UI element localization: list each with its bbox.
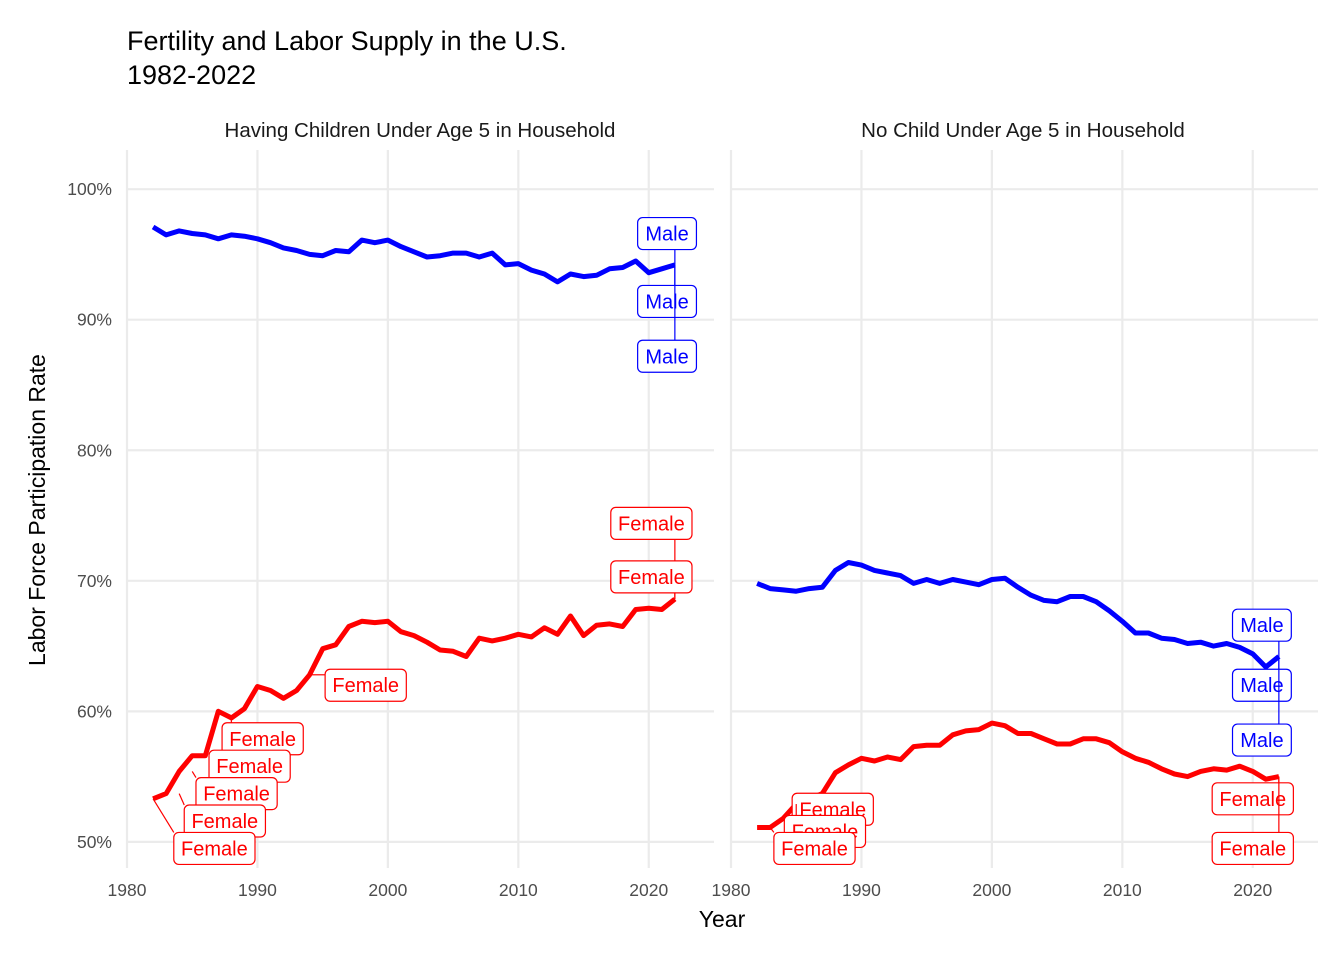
- label-box: [610, 560, 693, 594]
- panel-left: Male Male Male Female Female Female Female Fema…: [125, 150, 714, 868]
- series-label-female: Female: [309, 668, 407, 702]
- label-text: Female: [332, 675, 399, 697]
- label-box: [1211, 831, 1294, 866]
- series-label-female: Female: [152, 798, 256, 866]
- label-text: Female: [229, 729, 296, 751]
- label-text: Male: [1240, 730, 1283, 752]
- x-axis-title: Year: [699, 906, 746, 932]
- x-tick-label: 1980: [712, 880, 751, 900]
- y-axis-title: Labor Force Participation Rate: [24, 354, 50, 666]
- series-line-female: [757, 720, 1280, 830]
- y-tick-label: 80%: [77, 440, 112, 460]
- x-tick-label: 1990: [842, 880, 881, 900]
- series-line-male: [151, 224, 676, 285]
- series-label-female: Female: [208, 749, 291, 783]
- series-label-female: Female: [178, 793, 267, 838]
- label-text: Male: [1240, 615, 1283, 637]
- label-text: Male: [645, 291, 688, 313]
- label-text: Female: [1219, 789, 1286, 811]
- label-text: Female: [181, 838, 248, 860]
- series-label-female: Female: [610, 560, 693, 600]
- label-text: Male: [1240, 675, 1283, 697]
- series-label-female: Female: [1211, 776, 1294, 866]
- y-tick-label: 70%: [77, 571, 112, 591]
- x-tick-label: 2010: [499, 880, 538, 900]
- label-box: [773, 831, 856, 866]
- panel-right-title: No Child Under Age 5 in Household: [861, 119, 1185, 142]
- series-label-male: Male: [637, 264, 698, 319]
- series-label-female: Female: [610, 506, 693, 600]
- series-label-female: Female: [221, 717, 304, 756]
- label-text: Male: [645, 346, 688, 368]
- label-text: Female: [191, 811, 258, 833]
- label-text: Female: [781, 838, 848, 860]
- label-text: Female: [618, 513, 685, 535]
- label-leader-line: [178, 793, 185, 806]
- chart-subtitle: 1982-2022: [127, 60, 256, 90]
- label-text: Female: [1219, 838, 1286, 860]
- panel-right: MaleMaleMaleFemaleFemaleFemaleFemaleFema…: [729, 150, 1318, 868]
- y-tick-label: 60%: [77, 701, 112, 721]
- label-box: [173, 831, 256, 866]
- y-tick-labels: 50% 60% 70% 80% 90% 100%: [67, 179, 112, 852]
- x-tick-label: 2000: [972, 880, 1011, 900]
- series-line-female: [152, 597, 677, 802]
- label-text: Female: [216, 756, 283, 778]
- x-tick-labels: 1980 1990 2000 2010 2020 1980 1990 2000 2010 2020: [108, 880, 1273, 900]
- series-line-male: [756, 560, 1281, 670]
- label-box: [1231, 723, 1292, 757]
- label-leader-line: [191, 771, 197, 778]
- series-label-male: Male: [1231, 656, 1292, 757]
- label-box: [1211, 782, 1294, 816]
- label-leader-line: [152, 798, 175, 833]
- label-box: [324, 668, 407, 702]
- series-label-male: Male: [637, 216, 698, 265]
- label-text: Female: [203, 784, 270, 806]
- series-label-female: Female: [191, 771, 278, 811]
- x-tick-label: 2000: [368, 880, 407, 900]
- y-tick-label: 90%: [77, 310, 112, 330]
- series-label-female: Female: [1211, 776, 1294, 816]
- x-tick-label: 2020: [1233, 880, 1272, 900]
- series-label-male: Male: [1231, 656, 1292, 702]
- label-box: [1231, 668, 1292, 702]
- label-box: [637, 216, 698, 251]
- label-leader-line: [769, 827, 775, 833]
- label-text: Male: [645, 224, 688, 246]
- panel-left-title: Having Children Under Age 5 in Household: [225, 119, 616, 142]
- x-tick-label: 1990: [238, 880, 277, 900]
- series-label-female: Female: [769, 827, 856, 866]
- x-tick-label: 2020: [629, 880, 668, 900]
- label-box: [1231, 608, 1292, 642]
- x-tick-label: 1980: [108, 880, 147, 900]
- chart-title: Fertility and Labor Supply in the U.S.: [127, 26, 567, 56]
- label-box: [637, 339, 698, 373]
- x-tick-label: 2010: [1103, 880, 1142, 900]
- label-text: Female: [618, 567, 685, 589]
- y-tick-label: 100%: [67, 179, 112, 199]
- label-box: [637, 284, 698, 319]
- y-tick-label: 50%: [77, 832, 112, 852]
- series-label-male: Male: [1231, 608, 1292, 657]
- label-box: [610, 506, 693, 540]
- series-label-male: Male: [637, 264, 698, 373]
